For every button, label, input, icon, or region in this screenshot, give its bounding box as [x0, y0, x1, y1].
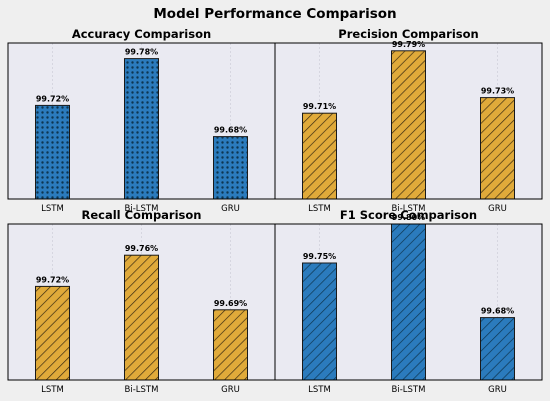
chart-panel: Accuracy Comparison 99.72% LSTM 99.78% Bi-LS…	[7, 27, 276, 214]
data-label: 99.72%	[36, 275, 69, 284]
data-label: 99.68%	[481, 307, 514, 316]
data-label: 99.71%	[303, 102, 336, 111]
x-tick-label: Bi-LSTM	[125, 385, 159, 395]
data-label: 99.79%	[392, 40, 425, 49]
bar	[35, 104, 70, 200]
bar	[124, 254, 159, 381]
x-tick-label: LSTM	[308, 204, 331, 214]
bar	[480, 317, 515, 381]
bar	[124, 58, 159, 200]
x-tick-label: LSTM	[308, 385, 331, 395]
bar	[391, 50, 426, 200]
chart-panels: Accuracy Comparison 99.72% LSTM 99.78% Bi-LS…	[7, 27, 543, 395]
x-tick-label: LSTM	[41, 385, 64, 395]
figure-title: Model Performance Comparison	[153, 6, 396, 22]
chart-title: Recall Comparison	[82, 208, 202, 222]
x-tick-label: Bi-LSTM	[125, 204, 159, 214]
data-label: 99.75%	[303, 252, 336, 261]
chart-panel: F1 Score Comparison 99.75% LSTM 99.80% Bi-LS…	[274, 208, 543, 395]
data-label: 99.78%	[125, 48, 158, 57]
chart-title: F1 Score Comparison	[340, 208, 477, 222]
bar	[391, 223, 426, 381]
x-tick-label: Bi-LSTM	[392, 204, 426, 214]
bar	[480, 97, 515, 200]
bar	[35, 285, 70, 381]
x-tick-label: GRU	[488, 204, 507, 214]
x-tick-label: Bi-LSTM	[392, 385, 426, 395]
x-tick-label: GRU	[221, 204, 240, 214]
chart-title: Precision Comparison	[338, 27, 478, 41]
data-label: 99.72%	[36, 94, 69, 103]
x-tick-label: LSTM	[41, 204, 64, 214]
bar	[302, 262, 337, 381]
chart-panel: Precision Comparison 99.71% LSTM 99.79% Bi-L…	[274, 27, 543, 214]
plot-frame	[274, 42, 543, 200]
x-tick-label: GRU	[488, 385, 507, 395]
x-tick-label: GRU	[221, 385, 240, 395]
data-label: 99.80%	[392, 213, 425, 222]
bar	[213, 136, 248, 200]
data-label: 99.69%	[214, 299, 247, 308]
bar	[213, 309, 248, 381]
plot-frame	[274, 223, 543, 381]
chart-panel: Recall Comparison 99.72% LSTM 99.76% Bi-LSTM…	[7, 208, 276, 395]
data-label: 99.76%	[125, 244, 158, 253]
data-label: 99.73%	[481, 87, 514, 96]
data-label: 99.68%	[214, 126, 247, 135]
chart-title: Accuracy Comparison	[72, 27, 211, 41]
bar	[302, 112, 337, 200]
